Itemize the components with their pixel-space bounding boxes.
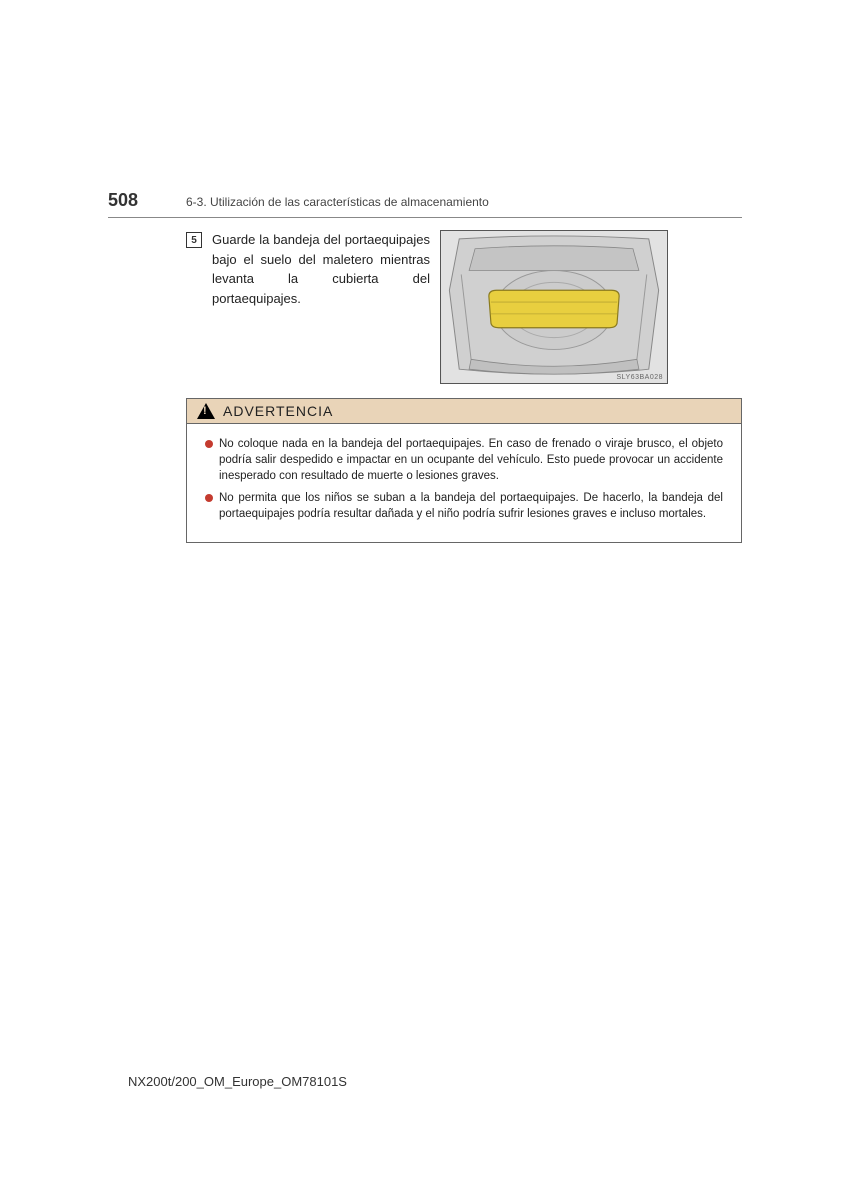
illustration-code: SLY63BA028	[616, 374, 663, 381]
page-number: 508	[108, 190, 186, 211]
warning-body: No coloque nada en la bandeja del portae…	[187, 424, 741, 542]
step-number-box: 5	[186, 232, 202, 248]
warning-item: No permita que los niños se suban a la b…	[205, 490, 723, 522]
step-text: Guarde la bandeja del portaequipajes baj…	[212, 230, 430, 384]
bullet-icon	[205, 440, 213, 448]
document-footer: NX200t/200_OM_Europe_OM78101S	[128, 1074, 347, 1089]
section-title: 6-3. Utilización de las características …	[186, 195, 489, 209]
bullet-icon	[205, 494, 213, 502]
trunk-svg	[441, 231, 667, 383]
warning-box: ADVERTENCIA No coloque nada en la bandej…	[186, 398, 742, 543]
warning-item: No coloque nada en la bandeja del portae…	[205, 436, 723, 484]
instruction-step: 5 Guarde la bandeja del portaequipajes b…	[108, 230, 742, 384]
trunk-seatback	[469, 246, 639, 271]
warning-text: No permita que los niños se suban a la b…	[219, 490, 723, 522]
warning-title: ADVERTENCIA	[223, 403, 333, 419]
warning-triangle-icon	[197, 403, 215, 419]
warning-header: ADVERTENCIA	[187, 399, 741, 424]
page-header: 508 6-3. Utilización de las característi…	[108, 190, 742, 218]
trunk-illustration: SLY63BA028	[440, 230, 668, 384]
luggage-cover	[489, 290, 619, 328]
warning-text: No coloque nada en la bandeja del portae…	[219, 436, 723, 484]
